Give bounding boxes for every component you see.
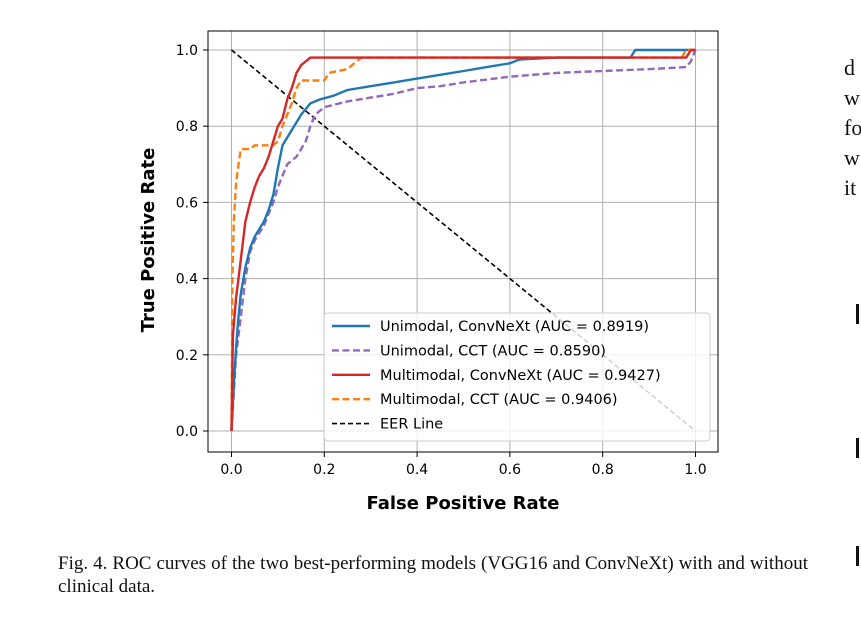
series-line-unimodal-cct: [230, 49, 697, 432]
ticks: 0.0 0.2 0.4 0.6 0.8 1.0 0.0 0.2 0.4 0.6 0.8 1.0: [176, 43, 707, 478]
legend-label: Multimodal, ConvNeXt (AUC = 0.9427): [380, 368, 661, 384]
series-line-multimodal-cct: [230, 48, 696, 432]
x-axis-label: False Positive Rate: [367, 493, 560, 514]
x-tick-label: 0.8: [592, 462, 614, 478]
x-tick-label: 0.0: [220, 462, 242, 478]
series-line-multimodal-convnext: [230, 48, 696, 432]
y-tick-label: 1.0: [176, 43, 198, 59]
legend: Unimodal, ConvNeXt (AUC = 0.8919) Unimoda…: [323, 312, 711, 442]
legend-label: Unimodal, CCT (AUC = 0.8590): [380, 343, 606, 359]
legend-label: Multimodal, CCT (AUC = 0.9406): [380, 392, 618, 408]
plot-frame: [207, 30, 719, 453]
y-tick-label: 0.0: [176, 424, 198, 440]
x-tick-label: 0.4: [406, 462, 428, 478]
legend-label: Unimodal, ConvNeXt (AUC = 0.8919): [380, 319, 649, 335]
side-mark: [856, 438, 859, 458]
side-mark: [856, 546, 859, 566]
y-axis-label: True Positive Rate: [138, 148, 159, 333]
y-tick-label: 0.4: [176, 272, 198, 288]
legend-box: [323, 312, 711, 442]
side-mark: [856, 304, 859, 324]
x-tick-label: 0.6: [499, 462, 521, 478]
series-line-unimodal-convnext: [230, 48, 696, 432]
x-tick-label: 0.2: [313, 462, 335, 478]
figure-caption: Fig. 4. ROC curves of the two best-perfo…: [58, 553, 808, 597]
side-text-fragment: d w fo w it: [844, 55, 861, 200]
legend-label: EER Line: [380, 417, 443, 433]
y-tick-label: 0.2: [176, 348, 198, 364]
y-tick-label: 0.8: [176, 119, 198, 135]
y-tick-label: 0.6: [176, 195, 198, 211]
x-tick-label: 1.0: [684, 462, 706, 478]
roc-chart: 0.0 0.2 0.4 0.6 0.8 1.0 0.0 0.2 0.4 0.6 0.8 1.0 Fal…: [138, 30, 719, 514]
